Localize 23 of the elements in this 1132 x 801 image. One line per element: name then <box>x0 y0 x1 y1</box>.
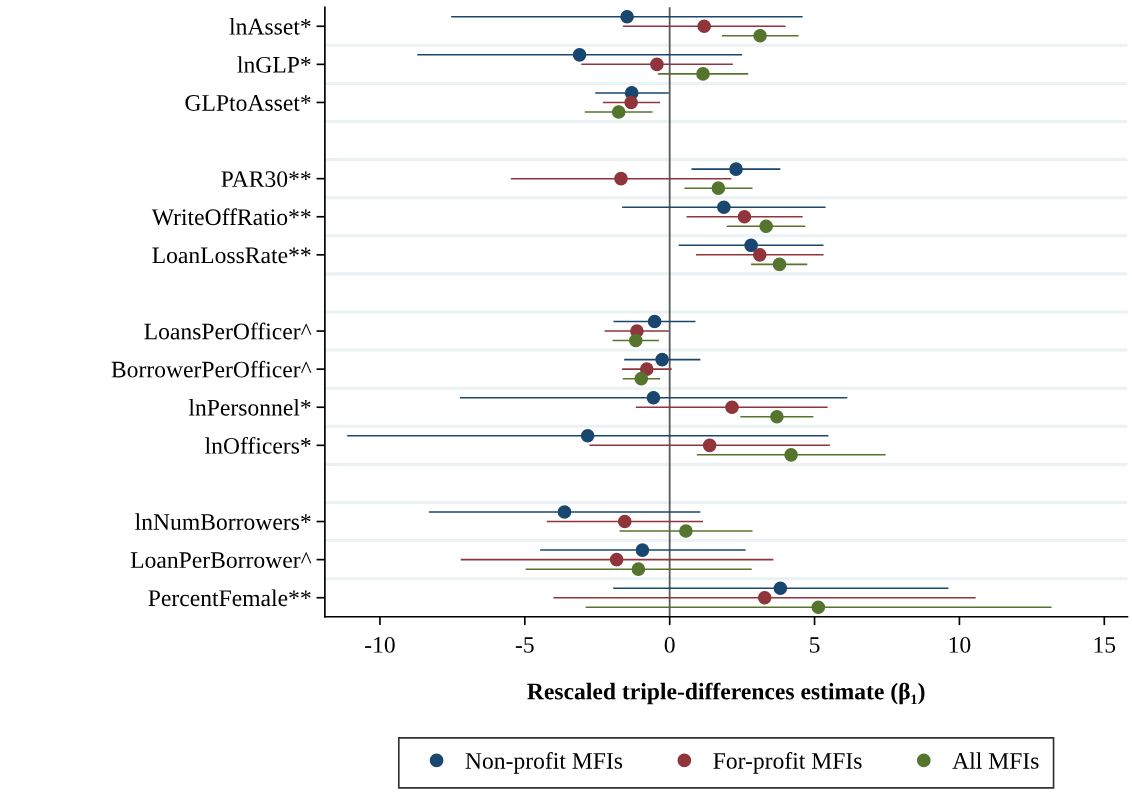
y-tick-label: lnGLP* <box>237 56 311 73</box>
y-tick-label: PAR30** <box>221 171 311 188</box>
x-tick-label: 0 <box>664 636 675 653</box>
y-tick-label: LoanPerBorrower^ <box>130 552 312 569</box>
y-tick-label: BorrowerPerOfficer^ <box>111 360 312 378</box>
x-axis-title: Rescaled triple-differences estimate (β₁) <box>527 682 925 705</box>
y-tick-label: WriteOffRatio** <box>151 208 311 226</box>
y-tick-label: GLPtoAsset* <box>185 95 311 111</box>
x-tick-label: 10 <box>949 636 971 653</box>
y-tick-label: lnNumBorrowers* <box>135 513 311 530</box>
x-tick-label: 5 <box>810 637 820 653</box>
y-tick-label: lnPersonnel* <box>188 399 311 416</box>
y-tick-label: lnAsset* <box>229 18 311 35</box>
y-tick-label: PercentFemale** <box>148 589 311 607</box>
legend-label: For-profit MFIs <box>713 752 862 774</box>
x-tick-label: -10 <box>365 636 395 653</box>
legend-label: All MFIs <box>952 752 1039 769</box>
y-tick-label: LoanLossRate** <box>152 247 311 264</box>
x-tick-label: 15 <box>1094 637 1116 653</box>
legend-label: Non-profit MFIs <box>465 752 623 774</box>
y-tick-label: lnOfficers* <box>205 436 311 454</box>
y-tick-label: LoansPerOfficer^ <box>144 322 312 340</box>
x-tick-label: -5 <box>515 637 534 653</box>
